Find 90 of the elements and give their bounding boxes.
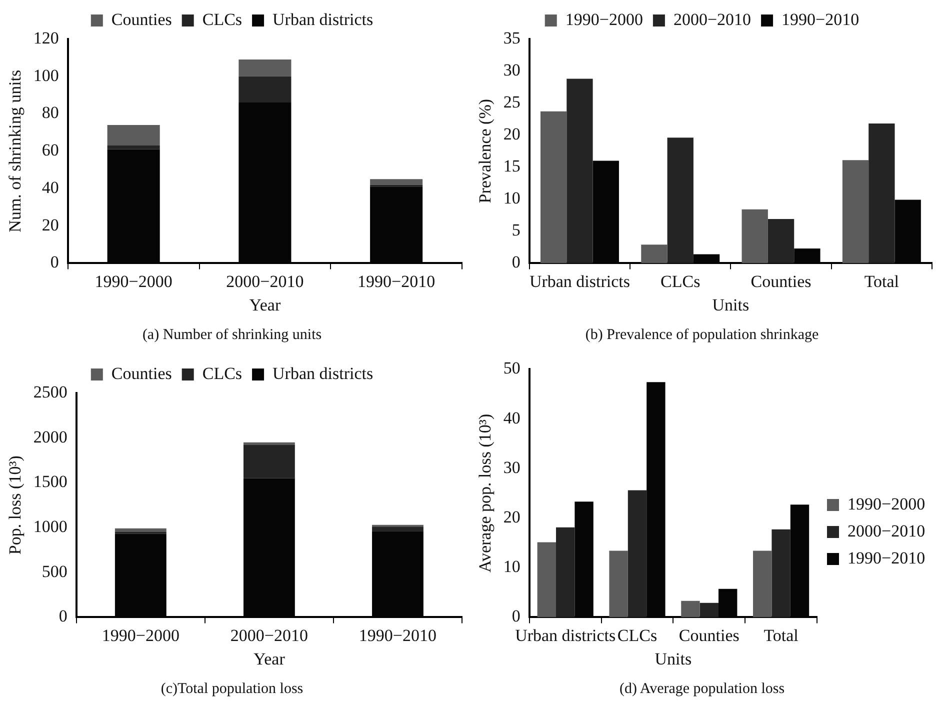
y-axis-title: Pop. loss (10³) [6, 456, 25, 555]
x-tick-label: CLCs [617, 626, 658, 645]
x-tick-label: Urban districts [529, 272, 630, 291]
bar [370, 179, 423, 185]
bar [243, 445, 295, 478]
x-axis-title: Year [249, 295, 281, 314]
x-tick-label: Urban districts [515, 626, 616, 645]
bar [768, 219, 794, 264]
legend-label: 1990−2010 [782, 10, 860, 29]
legend-label: 2000−2010 [848, 521, 926, 540]
y-tick-label: 0 [512, 606, 520, 626]
legend-label: 2000−2010 [673, 10, 752, 29]
y-tick-label: 80 [42, 103, 59, 122]
y-tick-label: 0 [50, 252, 59, 272]
x-tick-label: CLCs [660, 272, 700, 291]
y-tick-label: 120 [33, 28, 59, 48]
x-tick-label: 2000−2010 [230, 626, 308, 645]
y-tick-label: 50 [503, 358, 520, 378]
x-tick-label: Counties [678, 626, 740, 645]
legend-label: 1990−2010 [848, 548, 926, 568]
bar [537, 542, 556, 618]
legend-label: 1990−2000 [565, 10, 643, 29]
x-axis-title: Units [712, 295, 750, 314]
y-axis-title: Prevalence (%) [476, 98, 495, 204]
y-tick-label: 1000 [33, 516, 68, 536]
y-tick-label: 500 [42, 562, 68, 581]
y-tick-label: 35 [503, 28, 520, 48]
text: (d) Average population loss [619, 680, 785, 697]
y-tick-label: 5 [512, 220, 520, 240]
y-tick-label: 10 [503, 557, 520, 576]
x-tick-label: 1990−2010 [358, 626, 437, 645]
y-tick-label: 20 [503, 124, 520, 144]
y-tick-label: 40 [503, 408, 520, 428]
bar [628, 490, 647, 618]
bar [556, 527, 575, 618]
y-axis-title: Num. of shrinking units [6, 70, 25, 232]
y-tick-label: 100 [33, 66, 59, 85]
bar [243, 442, 295, 446]
bar [681, 600, 700, 618]
legend-label: Counties [111, 10, 172, 29]
bar [700, 602, 718, 618]
bar [540, 111, 567, 264]
x-tick-label: 2000−2010 [226, 272, 304, 291]
legend-label: Counties [111, 364, 172, 383]
bar [238, 60, 292, 76]
x-tick-label: 1990−2000 [94, 272, 172, 291]
y-tick-label: 15 [503, 156, 520, 176]
x-tick-label: Counties [750, 272, 812, 291]
x-axis-title: Year [254, 649, 286, 668]
bar [842, 160, 869, 264]
y-tick-label: 30 [503, 458, 520, 477]
y-tick-label: 0 [58, 606, 68, 626]
x-tick-label: 1990−2000 [102, 626, 180, 645]
bar [372, 526, 424, 532]
text: (c)Total population loss [160, 680, 304, 697]
y-tick-label: 20 [42, 215, 59, 234]
y-axis-title: Average pop. loss (10³) [476, 414, 495, 573]
bar [107, 124, 160, 146]
x-axis-title: Units [654, 649, 692, 668]
x-tick-label: 1990−2010 [358, 272, 436, 291]
bar [107, 145, 160, 150]
legend-label: CLCs [202, 364, 242, 383]
bar [566, 78, 593, 264]
text: (a) Number of shrinking units [142, 326, 322, 343]
bar [641, 244, 668, 264]
y-tick-label: 0 [512, 252, 520, 272]
y-tick-label: 2000 [33, 427, 68, 446]
y-tick-label: 1500 [33, 472, 68, 492]
y-tick-label: 10 [503, 188, 520, 208]
y-tick-label: 30 [503, 60, 520, 80]
legend-label: CLCs [202, 10, 242, 29]
bar [772, 529, 790, 618]
bar [753, 550, 772, 618]
text: (b) Prevalence of population shrinkage [585, 326, 819, 343]
y-tick-label: 60 [42, 140, 59, 160]
bar [742, 209, 768, 264]
x-tick-label: Total [864, 272, 900, 291]
legend-label: Urban districts [272, 364, 374, 383]
bar [868, 124, 895, 264]
bar [238, 76, 292, 103]
bar [667, 138, 694, 264]
bar [114, 528, 166, 532]
y-tick-label: 25 [503, 92, 520, 112]
x-tick-label: Total [764, 626, 799, 645]
y-tick-label: 20 [503, 507, 520, 526]
legend-label: Urban districts [272, 10, 374, 29]
y-tick-label: 2500 [33, 382, 68, 402]
bar [609, 550, 628, 618]
legend-label: 1990−2000 [848, 494, 926, 514]
y-tick-label: 40 [42, 178, 59, 197]
